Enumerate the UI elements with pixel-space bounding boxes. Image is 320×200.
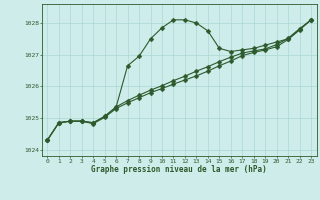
X-axis label: Graphe pression niveau de la mer (hPa): Graphe pression niveau de la mer (hPa): [91, 165, 267, 174]
